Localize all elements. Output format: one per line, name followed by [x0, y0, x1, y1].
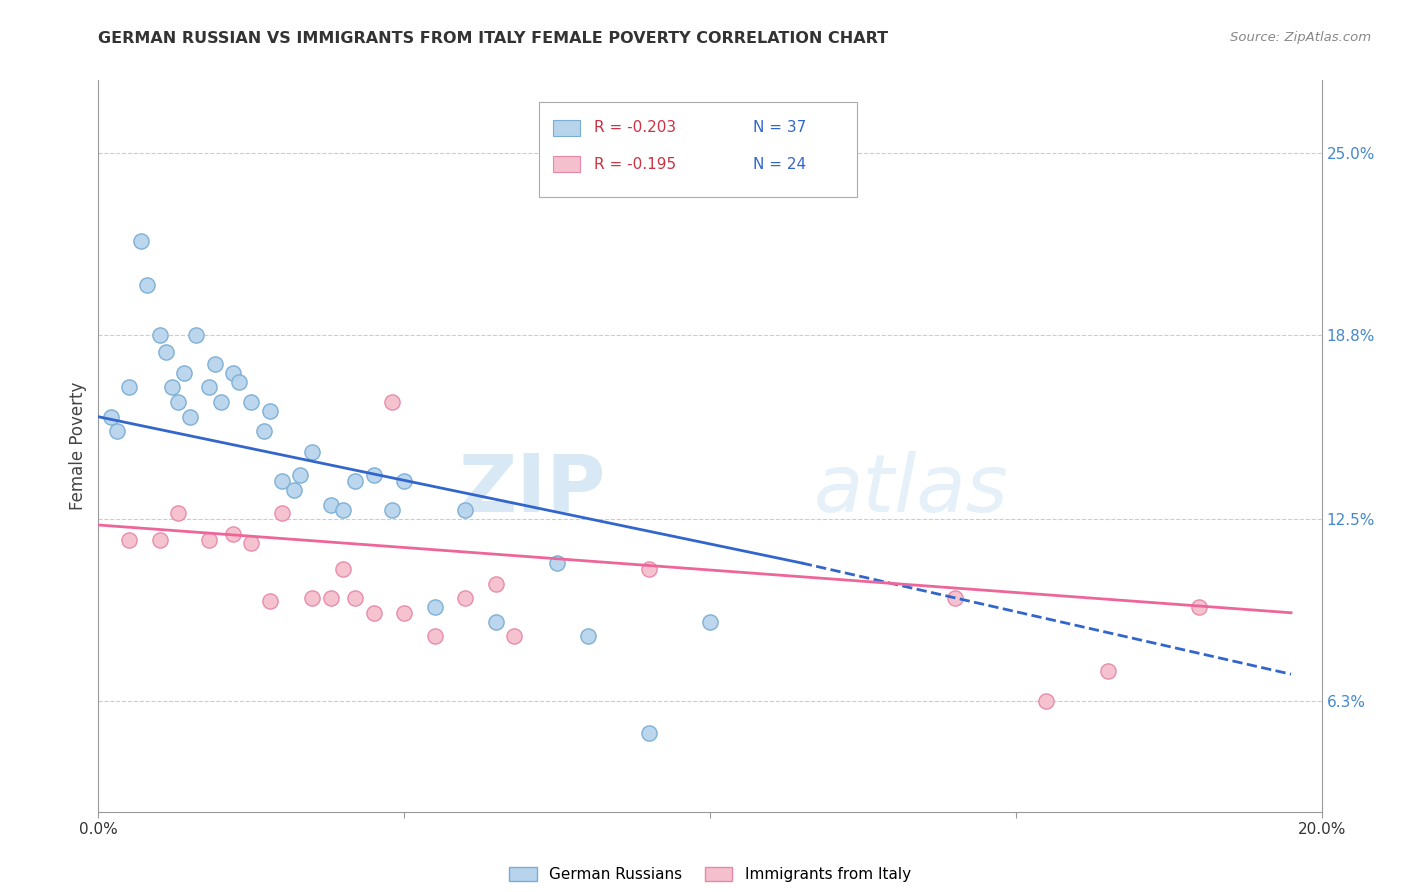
Point [381, 503, 404, 517]
FancyBboxPatch shape [554, 120, 581, 136]
Text: N = 37: N = 37 [752, 120, 806, 136]
Point [319, 591, 342, 606]
Point [381, 395, 404, 409]
Point [637, 562, 661, 576]
Point [118, 380, 141, 394]
Text: atlas: atlas [814, 450, 1008, 529]
Point [105, 425, 128, 439]
Point [155, 345, 177, 359]
Point [332, 562, 354, 576]
Text: Source: ZipAtlas.com: Source: ZipAtlas.com [1230, 31, 1371, 45]
Point [344, 591, 367, 606]
Point [423, 599, 446, 614]
Point [283, 483, 305, 497]
Point [332, 503, 354, 517]
Point [943, 591, 966, 606]
Point [240, 535, 263, 549]
Point [179, 409, 201, 424]
Point [392, 474, 416, 488]
Point [392, 606, 416, 620]
Point [149, 327, 172, 342]
Point [503, 629, 526, 643]
Point [197, 380, 219, 394]
Point [209, 395, 232, 409]
Point [149, 533, 172, 547]
Point [186, 327, 208, 342]
Point [197, 533, 219, 547]
Point [222, 526, 245, 541]
Text: ZIP: ZIP [458, 450, 606, 529]
Point [290, 468, 312, 483]
Point [1188, 599, 1211, 614]
Point [259, 594, 281, 608]
FancyBboxPatch shape [538, 103, 856, 197]
Point [454, 503, 477, 517]
FancyBboxPatch shape [554, 156, 581, 172]
Legend: German Russians, Immigrants from Italy: German Russians, Immigrants from Italy [503, 861, 917, 888]
Point [363, 606, 385, 620]
Point [546, 556, 568, 570]
Text: R = -0.203: R = -0.203 [593, 120, 676, 136]
Point [222, 366, 245, 380]
Point [1035, 693, 1057, 707]
Text: R = -0.195: R = -0.195 [593, 157, 676, 172]
Y-axis label: Female Poverty: Female Poverty [69, 382, 87, 510]
Point [129, 234, 152, 248]
Point [252, 425, 274, 439]
Point [167, 506, 190, 520]
Point [319, 498, 342, 512]
Point [160, 380, 183, 394]
Point [1097, 665, 1119, 679]
Text: N = 24: N = 24 [752, 157, 806, 172]
Point [485, 615, 508, 629]
Point [167, 395, 190, 409]
Point [259, 404, 281, 418]
Point [485, 576, 508, 591]
Point [270, 474, 292, 488]
Point [118, 533, 141, 547]
Point [173, 366, 195, 380]
Point [454, 591, 477, 606]
Point [136, 278, 159, 293]
Point [637, 725, 661, 739]
Point [576, 629, 599, 643]
Point [363, 468, 385, 483]
Point [301, 591, 323, 606]
Point [423, 629, 446, 643]
Point [301, 445, 323, 459]
Text: GERMAN RUSSIAN VS IMMIGRANTS FROM ITALY FEMALE POVERTY CORRELATION CHART: GERMAN RUSSIAN VS IMMIGRANTS FROM ITALY … [98, 31, 889, 46]
Point [228, 375, 250, 389]
Point [699, 615, 721, 629]
Point [204, 357, 226, 371]
Point [270, 506, 292, 520]
Point [240, 395, 263, 409]
Point [100, 409, 122, 424]
Point [344, 474, 367, 488]
